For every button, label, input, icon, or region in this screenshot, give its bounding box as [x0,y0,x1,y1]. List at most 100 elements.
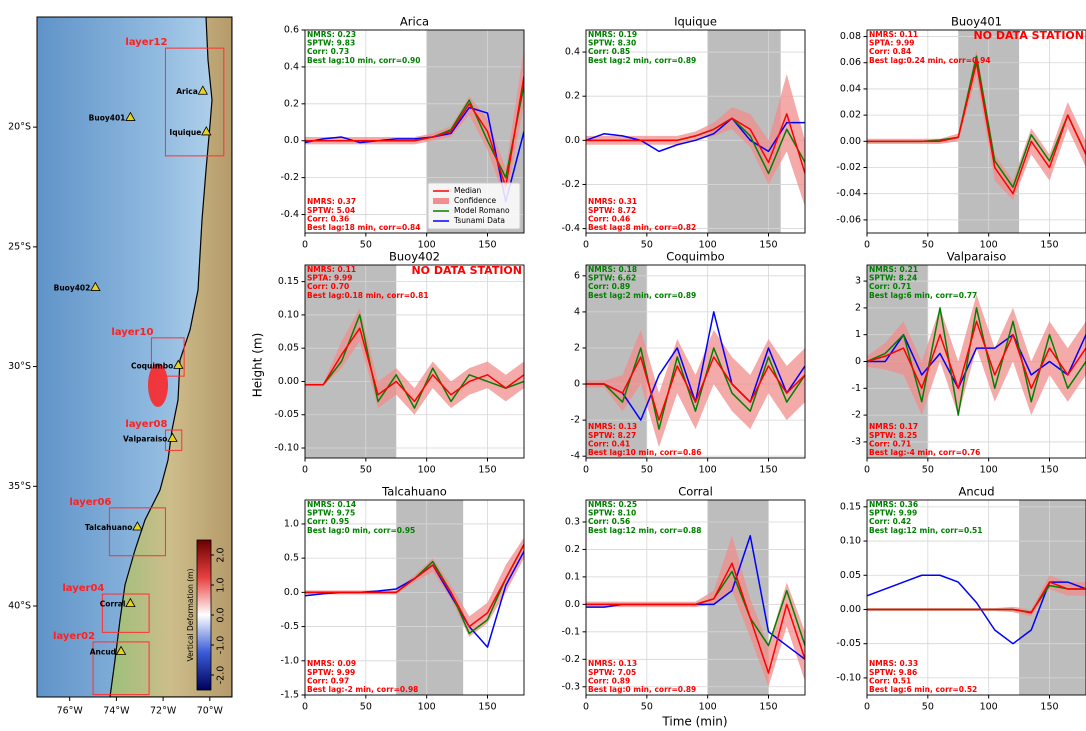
x-tick-label: 0 [864,240,870,251]
y-tick-label: 20°S [8,122,31,133]
x-tick-label: 70°W [197,706,224,717]
annotation: NO DATA STATION [411,264,522,277]
stats-text: Best lag:6 min, corr=0.77 [869,291,977,300]
y-tick-label: 0.1 [565,571,580,582]
y-tick-label: 0.6 [284,25,299,36]
y-tick-label: 0 [574,379,580,390]
x-tick-label: 50 [641,702,653,713]
x-tick-label: 76°W [57,706,84,717]
y-tick-label: -1 [852,383,861,394]
x-tick-label: 0 [302,240,308,251]
x-tick-label: 150 [759,702,777,713]
y-tick-label: 0.4 [565,47,580,58]
x-tick-label: 50 [922,465,934,476]
layer-label: layer04 [62,583,104,594]
layer-label: layer06 [69,497,111,508]
y-tick-label: -0.05 [274,409,299,420]
x-tick-label: 50 [641,465,653,476]
y-tick-label: -0.10 [274,443,299,454]
y-tick-label: 0.5 [284,553,299,564]
stats-text: Best lag:10 min, corr=0.86 [588,448,701,457]
station-label: Talcahuano [85,523,133,532]
y-tick-label: 0.2 [565,544,580,555]
y-tick-label: 0.06 [840,57,861,68]
y-tick-label: -0.2 [561,654,580,665]
colorbar-tick-label: -2.0 [216,666,227,685]
x-tick-label: 100 [980,702,998,713]
legend-label: Model Romano [454,206,510,215]
panel-title: Arica [400,15,429,29]
station-label: Iquique [169,128,201,137]
y-tick-label: -0.3 [561,681,580,692]
stats-text: Best lag:6 min, corr=0.52 [869,685,977,694]
y-tick-label: -0.4 [561,223,580,234]
x-tick-label: 74°W [103,706,130,717]
colorbar-tick-label: 0.0 [216,607,227,622]
stats-text: Best lag:18 min, corr=0.84 [307,223,420,232]
x-tick-label: 50 [922,702,934,713]
y-tick-label: 3 [855,276,861,287]
colorbar-tick-label: -1.0 [216,636,227,655]
x-tick-label: 150 [478,702,496,713]
y-tick-label: 0.15 [278,276,299,287]
colorbar-tick-label: 2.0 [216,547,227,562]
panel-title: Ancud [958,485,994,499]
stats-text: Best lag:10 min, corr=0.90 [307,56,420,65]
x-tick-label: 0 [864,702,870,713]
y-tick-label: 35°S [8,481,31,492]
stats-text: Best lag:0 min, corr=0.89 [588,685,696,694]
y-tick-label: 0.10 [278,309,299,320]
y-tick-label: 0.00 [840,604,861,615]
x-tick-label: 50 [360,702,372,713]
y-tick-label: 0.04 [840,83,861,94]
stats-text: Best lag:12 min, corr=0.51 [869,526,982,535]
colorbar-label: Vertical Deformation (m) [186,569,195,662]
y-tick-label: 0.0 [565,135,580,146]
stats-text: Best lag:0.18 min, corr=0.81 [307,291,429,300]
y-tick-label: -0.06 [836,214,861,225]
y-tick-label: -2 [571,415,580,426]
y-tick-label: -4 [571,451,580,462]
stats-text: Best lag:0.24 min, corr=0.94 [869,56,991,65]
legend-label: Tsunami Data [453,216,505,225]
x-tick-label: 150 [478,465,496,476]
y-tick-label: 0.05 [278,343,299,354]
x-tick-label: 0 [583,465,589,476]
station-label: Arica [176,87,198,96]
stats-text: Best lag:12 min, corr=0.88 [588,526,701,535]
x-tick-label: 0 [302,465,308,476]
panel-title: Buoy401 [951,15,1002,29]
station-label: Buoy401 [89,114,126,123]
y-tick-label: 0.0 [284,587,299,598]
layer-label: layer12 [125,37,167,48]
y-tick-label: -0.04 [836,188,861,199]
y-tick-label: -0.1 [561,626,580,637]
y-tick-label: -1.5 [280,690,299,701]
panel-title: Corral [678,485,713,499]
y-tick-label: -0.5 [280,621,299,632]
x-tick-label: 0 [864,465,870,476]
layer-label: layer10 [111,327,153,338]
y-tick-label: -3 [852,436,861,447]
y-tick-label: 0.2 [284,98,299,109]
x-tick-label: 50 [360,240,372,251]
y-tick-label: 0.2 [565,91,580,102]
y-tick-label: 0.02 [840,110,861,121]
y-tick-label: 2 [855,302,861,313]
y-tick-label: -1.0 [280,655,299,666]
y-tick-label: 1 [855,329,861,340]
x-tick-label: 100 [980,465,998,476]
stats-text: Best lag:0 min, corr=0.95 [307,526,415,535]
colorbar [197,540,211,690]
stats-text: Best lag:8 min, corr=0.82 [588,223,696,232]
y-tick-label: -0.2 [561,179,580,190]
layer-label: layer08 [125,419,167,430]
station-label: Buoy402 [54,284,91,293]
y-tick-label: 30°S [8,361,31,372]
panel-title: Valparaiso [947,250,1007,264]
y-tick-label: 25°S [8,241,31,252]
panel-title: Talcahuano [381,485,447,499]
x-tick-label: 100 [418,702,436,713]
y-tick-label: -0.2 [280,172,299,183]
y-tick-label: 0.15 [840,501,861,512]
